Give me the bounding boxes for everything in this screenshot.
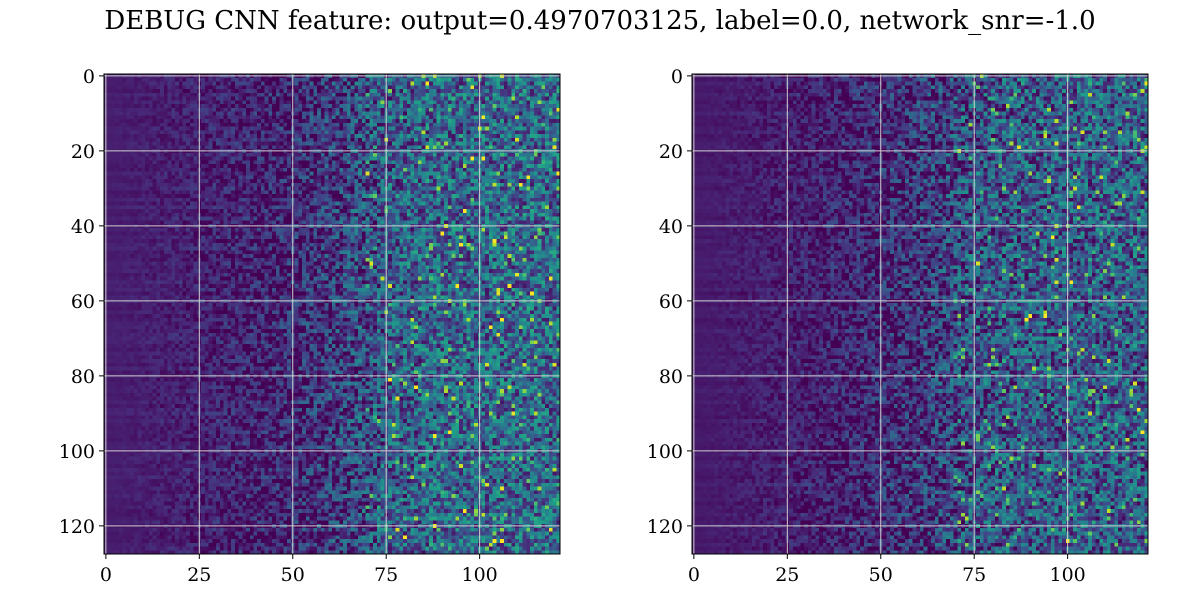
- left-panel-y-tick-label: 0: [83, 66, 95, 88]
- left-panel-y-tick-label: 80: [71, 366, 95, 388]
- left-panel-heatmap-image: [104, 74, 560, 554]
- left-panel-y-tick-label: 120: [59, 516, 95, 538]
- right-panel-y-tick-label: 20: [659, 141, 683, 163]
- right-panel-x-tick-label: 75: [962, 564, 986, 586]
- left-panel-y-tick-label: 60: [71, 291, 95, 313]
- right-panel-heatmap-image: [692, 74, 1148, 554]
- left-panel-y-tick-label: 100: [59, 441, 95, 463]
- left-panel-x-tick-label: 75: [374, 564, 398, 586]
- right-panel-y-tick-label: 80: [659, 366, 683, 388]
- left-panel-frame: [103, 73, 561, 555]
- left-panel-x-tick-label: 25: [187, 564, 211, 586]
- left-panel-y-tick-label: 40: [71, 216, 95, 238]
- left-panel-x-tick-label: 50: [281, 564, 305, 586]
- right-panel-y-tick-label: 0: [671, 66, 683, 88]
- figure-title: DEBUG CNN feature: output=0.4970703125, …: [104, 6, 1096, 36]
- right-panel-y-tick-label: 120: [647, 516, 683, 538]
- right-panel-x-tick-label: 25: [775, 564, 799, 586]
- right-panel-y-tick-label: 40: [659, 216, 683, 238]
- right-panel-x-tick-label: 50: [869, 564, 893, 586]
- right-panel-x-tick-label: 0: [688, 564, 700, 586]
- right-panel-y-tick-label: 100: [647, 441, 683, 463]
- left-panel-x-tick-label: 100: [462, 564, 498, 586]
- right-panel-y-tick-label: 60: [659, 291, 683, 313]
- right-panel-frame: [691, 73, 1149, 555]
- right-panel-x-tick-label: 100: [1050, 564, 1086, 586]
- left-panel-x-tick-label: 0: [100, 564, 112, 586]
- left-panel-y-tick-label: 20: [71, 141, 95, 163]
